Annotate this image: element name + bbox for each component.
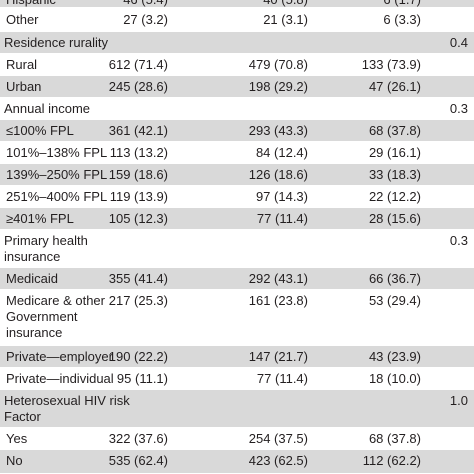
table-row: No 535 (62.4) 423 (62.5) 112 (62.2) (0, 450, 474, 474)
total-value: 535 (62.4) (108, 453, 168, 468)
group1-value: 292 (43.1) (248, 271, 308, 286)
total-value: 27 (3.2) (123, 12, 168, 27)
table-row: Urban 245 (28.6) 198 (29.2) 47 (26.1) (0, 76, 474, 98)
section-heading: Heterosexual HIV risk Factor (4, 393, 130, 424)
section-heading: Annual income (4, 101, 90, 116)
total-value: 245 (28.6) (108, 79, 168, 94)
table-row: Annual income 0.3 (0, 98, 474, 120)
table-row: Hispanic 46 (5.4) 40 (5.8) 6 (1.7) (0, 0, 474, 8)
p-value: 0.3 (449, 101, 468, 116)
total-value: 95 (11.1) (116, 371, 168, 386)
group1-value: 147 (21.7) (248, 349, 308, 364)
table-row: Medicare & other Government insurance 21… (0, 290, 474, 346)
table-row: 139%–250% FPL 159 (18.6) 126 (18.6) 33 (… (0, 164, 474, 186)
group1-value: 479 (70.8) (248, 57, 308, 72)
section-heading: Residence rurality (4, 35, 109, 50)
table-row: Residence rurality 0.4 (0, 32, 474, 54)
row-label: 101%–138% FPL (6, 145, 108, 160)
group1-value: 97 (14.3) (255, 189, 308, 204)
group1-value: 126 (18.6) (248, 167, 308, 182)
total-value: 361 (42.1) (108, 123, 168, 138)
row-label: Rural (6, 57, 38, 72)
group2-value: 6 (3.3) (383, 12, 421, 27)
p-value: 1.0 (449, 393, 468, 408)
table-row: ≥401% FPL 105 (12.3) 77 (11.4) 28 (15.6) (0, 208, 474, 230)
row-label: ≥401% FPL (6, 211, 74, 226)
total-value: 113 (13.2) (109, 145, 168, 160)
total-value: 119 (13.9) (109, 189, 168, 204)
p-value: 0.4 (449, 35, 468, 50)
table-row: Private—employer 190 (22.2) 147 (21.7) 4… (0, 346, 474, 368)
group2-value: 68 (37.8) (368, 123, 421, 138)
group1-value: 84 (12.4) (255, 145, 308, 160)
group2-value: 29 (16.1) (368, 145, 421, 160)
group2-value: 68 (37.8) (368, 431, 421, 446)
group1-value: 198 (29.2) (248, 79, 308, 94)
section-heading: Primary health insurance (4, 233, 88, 264)
total-value: 355 (41.4) (108, 271, 168, 286)
group2-value: 66 (36.7) (368, 271, 421, 286)
group1-value: 40 (5.8) (220, 0, 308, 8)
row-label: Hispanic (6, 0, 56, 8)
group1-value: 423 (62.5) (248, 453, 308, 468)
row-label: Yes (6, 431, 28, 446)
group2-value: 22 (12.2) (368, 189, 421, 204)
total-value: 159 (18.6) (108, 167, 168, 182)
table-row: Rural 612 (71.4) 479 (70.8) 133 (73.9) (0, 54, 474, 76)
table-row: Primary health insurance 0.3 (0, 230, 474, 268)
group2-value: 133 (73.9) (361, 57, 421, 72)
group2-value: 53 (29.4) (368, 293, 421, 308)
group1-value: 77 (11.4) (256, 211, 308, 226)
row-label: 139%–250% FPL (6, 167, 108, 182)
row-label: Other (6, 12, 39, 27)
group2-value: 33 (18.3) (368, 167, 421, 182)
row-label: Private—individual (6, 371, 114, 386)
table-row: Private—individual 95 (11.1) 77 (11.4) 1… (0, 368, 474, 390)
total-value: 322 (37.6) (108, 431, 168, 446)
total-value: 612 (71.4) (108, 57, 168, 72)
group1-value: 254 (37.5) (248, 431, 308, 446)
table-row: Other 27 (3.2) 21 (3.1) 6 (3.3) (0, 8, 474, 32)
group1-value: 77 (11.4) (256, 371, 308, 386)
row-label: Private—employer (6, 349, 113, 364)
row-label: ≤100% FPL (6, 123, 74, 138)
group1-value: 161 (23.8) (248, 293, 308, 308)
total-value: 105 (12.3) (108, 211, 168, 226)
row-label: Medicaid (6, 271, 59, 286)
p-value: 0.3 (449, 233, 468, 248)
group1-value: 293 (43.3) (248, 123, 308, 138)
group2-value: 43 (23.9) (368, 349, 421, 364)
group2-value: 18 (10.0) (368, 371, 421, 386)
group2-value: 6 (1.7) (333, 0, 421, 8)
row-label: No (6, 453, 23, 468)
group2-value: 28 (15.6) (368, 211, 421, 226)
table-row: 101%–138% FPL 113 (13.2) 84 (12.4) 29 (1… (0, 142, 474, 164)
row-label: Urban (6, 79, 42, 94)
group2-value: 112 (62.2) (362, 453, 421, 468)
total-value: 217 (25.3) (108, 293, 168, 308)
table-row: Medicaid 355 (41.4) 292 (43.1) 66 (36.7) (0, 268, 474, 290)
group1-value: 21 (3.1) (263, 12, 308, 27)
total-value: 190 (22.2) (108, 349, 168, 364)
row-label: Medicare & other Government insurance (6, 293, 105, 340)
group2-value: 47 (26.1) (368, 79, 421, 94)
table-row: Heterosexual HIV risk Factor 1.0 (0, 390, 474, 428)
table-row: 251%–400% FPL 119 (13.9) 97 (14.3) 22 (1… (0, 186, 474, 208)
table-row: ≤100% FPL 361 (42.1) 293 (43.3) 68 (37.8… (0, 120, 474, 142)
table-row: Yes 322 (37.6) 254 (37.5) 68 (37.8) (0, 428, 474, 450)
total-value: 46 (5.4) (80, 0, 168, 8)
row-label: 251%–400% FPL (6, 189, 108, 204)
